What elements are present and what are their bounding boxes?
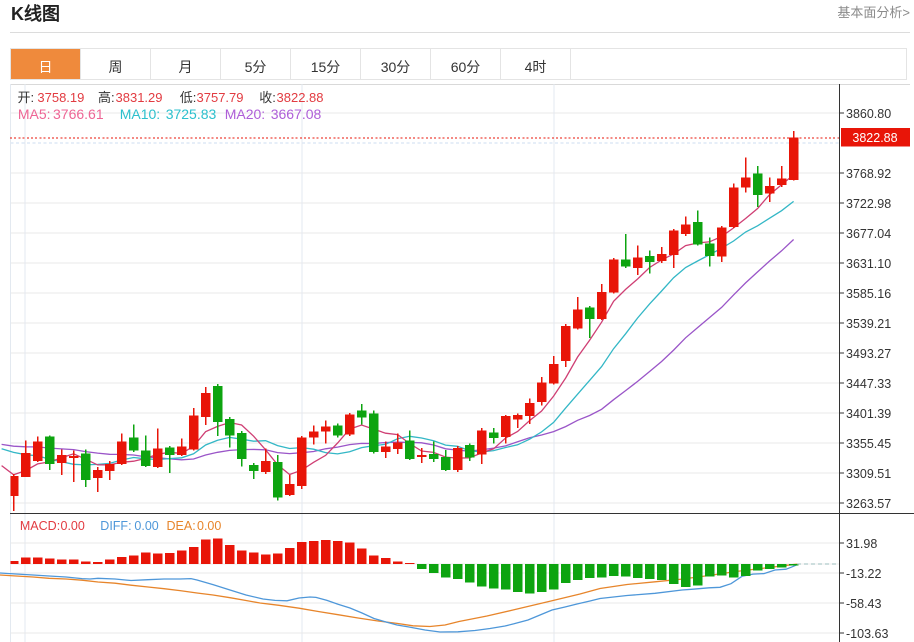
svg-text:3822.88: 3822.88 [852,131,897,145]
svg-text:0.00: 0.00 [197,519,221,533]
svg-text:DEA:: DEA: [167,519,196,533]
svg-text:3263.57: 3263.57 [846,497,891,511]
svg-text:MA20:: MA20: [225,106,265,122]
svg-text:3766.61: 3766.61 [53,106,104,122]
svg-text:3631.10: 3631.10 [846,257,891,271]
svg-text:MA5:: MA5: [18,106,51,122]
svg-text:-103.63: -103.63 [846,627,888,641]
svg-text:31.98: 31.98 [846,537,877,551]
svg-text:MACD:: MACD: [20,519,60,533]
svg-text:3722.98: 3722.98 [846,197,891,211]
svg-text:3667.08: 3667.08 [271,106,322,122]
svg-text:3758.19: 3758.19 [37,90,84,105]
svg-text:3725.83: 3725.83 [166,106,217,122]
svg-text:DIFF:: DIFF: [100,519,131,533]
svg-text:3447.33: 3447.33 [846,377,891,391]
svg-text:-58.43: -58.43 [846,597,881,611]
svg-text:-13.22: -13.22 [846,567,881,581]
svg-text:3585.16: 3585.16 [846,287,891,301]
svg-text:3757.79: 3757.79 [197,90,244,105]
svg-text:3677.04: 3677.04 [846,227,891,241]
svg-text:3309.51: 3309.51 [846,467,891,481]
svg-text:3831.29: 3831.29 [116,90,163,105]
svg-text:0.00: 0.00 [61,519,85,533]
svg-text:收:: 收: [259,90,276,105]
svg-text:开:: 开: [18,90,35,105]
svg-text:3539.21: 3539.21 [846,317,891,331]
svg-text:3493.27: 3493.27 [846,347,891,361]
svg-text:0.00: 0.00 [134,519,158,533]
svg-text:3768.92: 3768.92 [846,167,891,181]
svg-text:3355.45: 3355.45 [846,437,891,451]
svg-text:3860.80: 3860.80 [846,107,891,121]
svg-text:MA10:: MA10: [120,106,160,122]
svg-text:3401.39: 3401.39 [846,407,891,421]
svg-text:3822.88: 3822.88 [277,90,324,105]
svg-text:低:: 低: [180,90,197,105]
svg-text:高:: 高: [98,90,115,105]
